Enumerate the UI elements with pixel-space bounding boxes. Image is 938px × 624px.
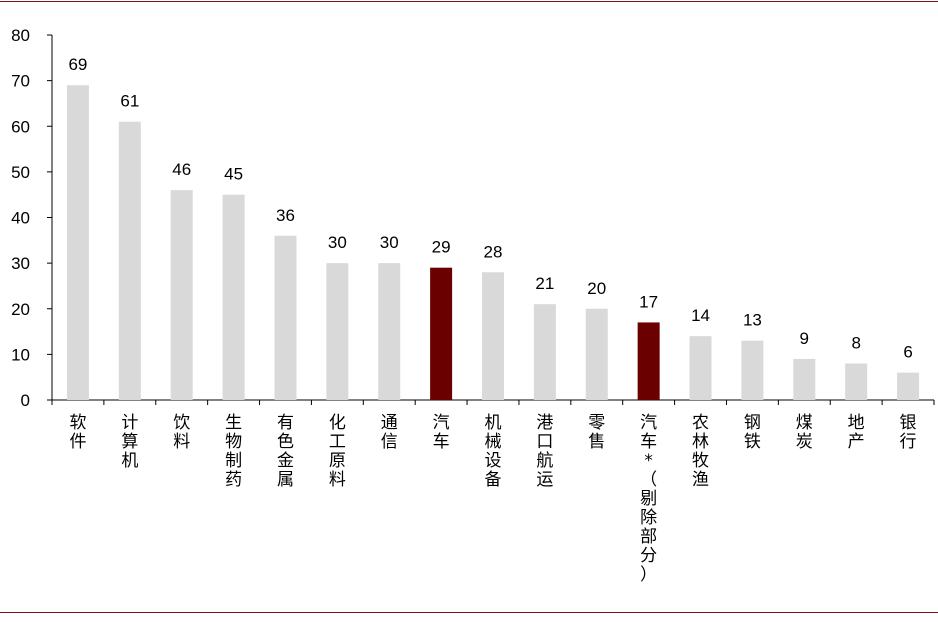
bar bbox=[741, 340, 764, 400]
category-label: 有色金属 bbox=[277, 413, 294, 490]
y-tick-label: 0 bbox=[21, 391, 30, 410]
bar bbox=[66, 85, 89, 400]
category-label: 机械设备 bbox=[485, 413, 502, 490]
y-tick-label: 10 bbox=[11, 345, 30, 364]
data-label: 6 bbox=[903, 343, 912, 362]
bar bbox=[793, 358, 816, 400]
category-label: 软件 bbox=[69, 413, 86, 452]
bottom-rule bbox=[0, 612, 938, 613]
top-rule bbox=[0, 1, 938, 2]
data-label: 20 bbox=[587, 279, 606, 298]
category-label: 饮料 bbox=[173, 413, 190, 452]
category-label: 银行 bbox=[900, 413, 917, 452]
bar bbox=[482, 272, 504, 400]
bar bbox=[170, 190, 193, 400]
category-label: 汽车*（剔除部分） bbox=[640, 413, 657, 585]
data-label: 17 bbox=[639, 292, 658, 311]
bar bbox=[326, 263, 349, 400]
category-label: 农林牧渔 bbox=[692, 413, 709, 490]
data-label: 45 bbox=[224, 165, 243, 184]
bar bbox=[274, 235, 297, 400]
data-label: 14 bbox=[691, 306, 710, 325]
category-label: 地产 bbox=[848, 413, 865, 452]
data-label: 21 bbox=[535, 274, 554, 293]
data-label: 30 bbox=[380, 233, 399, 252]
bar bbox=[689, 336, 712, 400]
y-tick-label: 80 bbox=[11, 26, 30, 45]
data-label: 9 bbox=[800, 329, 809, 348]
data-label: 28 bbox=[484, 242, 503, 261]
data-label: 30 bbox=[328, 233, 347, 252]
data-label: 29 bbox=[432, 238, 451, 257]
y-tick-label: 50 bbox=[11, 163, 30, 182]
y-tick-label: 20 bbox=[11, 300, 30, 319]
category-label: 生物制药 bbox=[225, 413, 242, 490]
category-label: 煤炭 bbox=[796, 413, 813, 452]
category-label: 通信 bbox=[381, 413, 398, 452]
bar bbox=[897, 372, 920, 400]
category-label: 计算机 bbox=[121, 413, 138, 471]
category-label: 化工原料 bbox=[329, 413, 346, 490]
category-label: 汽车 bbox=[433, 413, 450, 452]
bar bbox=[378, 263, 401, 400]
data-label: 8 bbox=[851, 334, 860, 353]
bar bbox=[845, 363, 868, 400]
data-label: 36 bbox=[276, 206, 295, 225]
y-tick-label: 30 bbox=[11, 254, 30, 273]
bar bbox=[637, 322, 660, 400]
y-tick-label: 60 bbox=[11, 117, 30, 136]
bar bbox=[222, 194, 245, 400]
bar bbox=[430, 267, 453, 400]
data-label: 46 bbox=[172, 160, 191, 179]
data-label: 69 bbox=[68, 55, 87, 74]
data-label: 61 bbox=[120, 92, 139, 111]
data-label: 13 bbox=[743, 311, 762, 330]
bar bbox=[118, 121, 141, 400]
category-label: 钢铁 bbox=[744, 413, 761, 452]
y-tick-label: 40 bbox=[11, 209, 30, 228]
y-tick-label: 70 bbox=[11, 72, 30, 91]
bar bbox=[533, 304, 556, 400]
bar bbox=[585, 308, 608, 400]
category-label: 港口航运 bbox=[536, 413, 553, 490]
category-label: 零售 bbox=[588, 413, 605, 452]
